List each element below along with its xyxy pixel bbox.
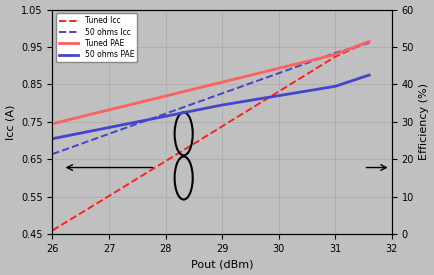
50 ohms Icc [106, 132, 112, 136]
Tuned PAE [366, 40, 371, 43]
Line: Tuned Icc: Tuned Icc [53, 41, 368, 230]
Tuned Icc [366, 40, 371, 43]
Legend: Tuned Icc, 50 ohms Icc, Tuned PAE, 50 ohms PAE: Tuned Icc, 50 ohms Icc, Tuned PAE, 50 oh… [56, 13, 137, 62]
Tuned Icc [106, 194, 112, 198]
Tuned PAE [332, 53, 337, 56]
50 ohms PAE [163, 115, 168, 118]
Tuned Icc [276, 90, 281, 93]
Tuned Icc [50, 229, 55, 232]
Text: 180mA Icc reduction: 180mA Icc reduction [0, 274, 1, 275]
X-axis label: Pout (dBm): Pout (dBm) [191, 259, 253, 270]
Tuned Icc [163, 160, 168, 163]
Tuned PAE [106, 108, 112, 112]
Line: 50 ohms Icc: 50 ohms Icc [53, 43, 368, 154]
Y-axis label: Icc (A): Icc (A) [6, 104, 16, 139]
Line: 50 ohms PAE: 50 ohms PAE [53, 75, 368, 139]
50 ohms Icc [163, 112, 168, 115]
50 ohms Icc [276, 72, 281, 75]
50 ohms Icc [219, 92, 224, 95]
Tuned PAE [276, 67, 281, 70]
Tuned Icc [219, 125, 224, 128]
50 ohms PAE [366, 73, 371, 77]
50 ohms PAE [332, 85, 337, 88]
50 ohms PAE [50, 137, 55, 140]
Text: 9% increased PAE: 9% increased PAE [0, 274, 1, 275]
50 ohms Icc [50, 152, 55, 156]
50 ohms Icc [366, 41, 371, 45]
50 ohms PAE [106, 126, 112, 129]
Y-axis label: Efficiency (%): Efficiency (%) [418, 83, 428, 160]
50 ohms PAE [276, 94, 281, 97]
50 ohms Icc [332, 51, 337, 55]
Tuned PAE [163, 94, 168, 98]
Tuned PAE [219, 81, 224, 84]
Line: Tuned PAE: Tuned PAE [53, 41, 368, 124]
Tuned PAE [50, 122, 55, 125]
50 ohms PAE [219, 103, 224, 107]
Tuned Icc [332, 55, 337, 58]
